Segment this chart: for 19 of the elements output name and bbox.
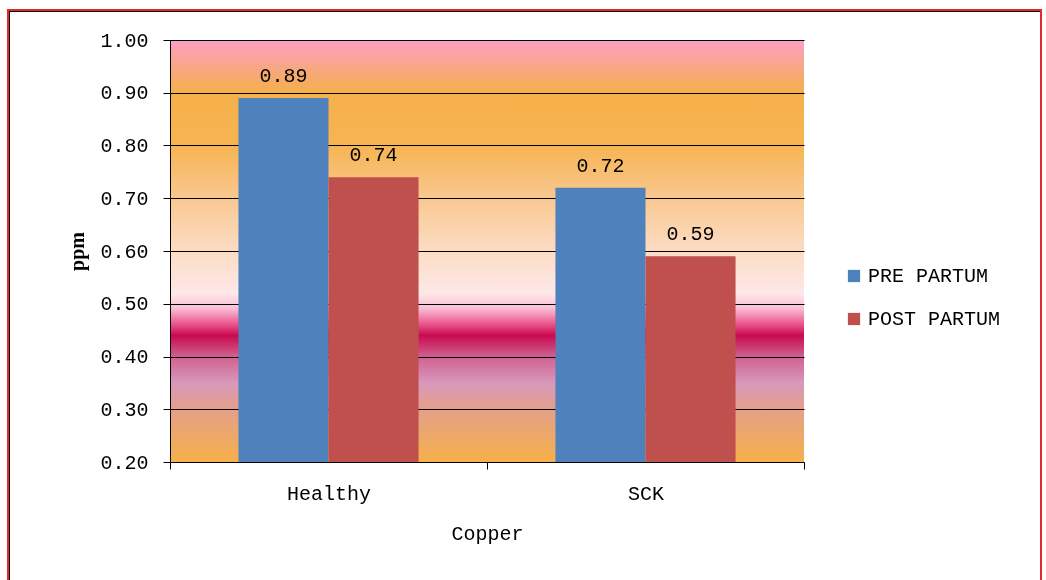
legend-label: PRE PARTUM — [868, 265, 989, 288]
legend-label: POST PARTUM — [868, 308, 1001, 331]
x-tick-label: SCK — [627, 482, 665, 506]
y-tick-label: 0.30 — [100, 398, 149, 422]
data-label: 0.89 — [259, 65, 308, 89]
y-tick-label: 0.50 — [100, 293, 149, 317]
data-label: 0.72 — [576, 154, 625, 178]
y-tick-label: 1.00 — [100, 29, 149, 53]
y-tick-label: 0.80 — [100, 135, 149, 158]
data-label: 0.59 — [666, 223, 715, 247]
y-tick-label: 0.40 — [100, 346, 149, 369]
x-axis-title: Copper — [451, 522, 524, 546]
y-tick-label: 0.60 — [100, 240, 149, 264]
y-tick-label: 0.90 — [100, 82, 149, 106]
data-label: 0.74 — [349, 144, 398, 168]
y-axis-title: ppm — [66, 231, 90, 271]
y-tick-label: 0.70 — [100, 187, 149, 211]
x-tick-label: Healthy — [286, 482, 372, 506]
y-tick-label: 0.20 — [100, 451, 149, 475]
